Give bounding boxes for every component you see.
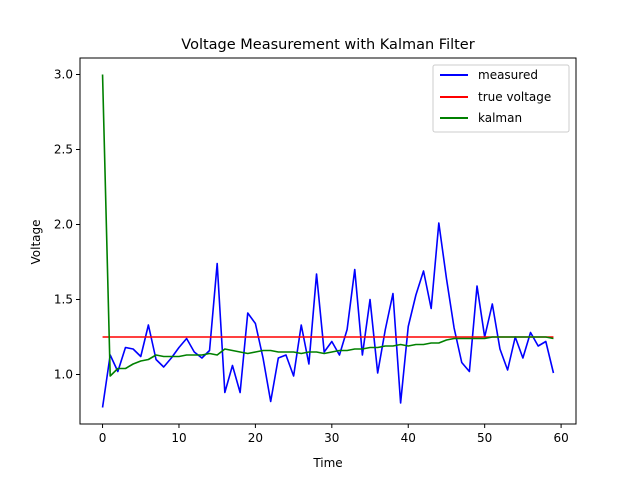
x-tick-label: 30 [324, 431, 339, 445]
series-line-kalman [101, 74, 554, 377]
plot-lines [101, 74, 555, 408]
legend-label-measured: measured [478, 68, 538, 82]
y-axis-label: Voltage [29, 219, 43, 264]
chart-title: Voltage Measurement with Kalman Filter [181, 37, 474, 53]
series-line-measured [101, 222, 555, 408]
x-axis-label: Time [312, 456, 342, 470]
legend-box [432, 64, 570, 133]
y-tick-label: 1.5 [54, 293, 73, 307]
x-tick-label: 60 [553, 431, 568, 445]
legend-label-true-voltage: true voltage [478, 90, 551, 104]
legend-label-kalman: kalman [478, 111, 522, 125]
x-tick-label: 50 [477, 431, 492, 445]
x-tick-label: 0 [99, 431, 107, 445]
y-tick-label: 2.0 [54, 218, 73, 232]
y-tick-label: 3.0 [54, 68, 73, 82]
x-tick-label: 20 [248, 431, 263, 445]
plot-frame [79, 57, 577, 425]
legend: measured true voltage kalman [432, 64, 570, 133]
axis-ticks: 0 10 20 30 40 50 60 1.0 1.5 2.0 2.5 3.0 [54, 68, 569, 446]
x-tick-label: 40 [401, 431, 416, 445]
y-tick-label: 2.5 [54, 143, 73, 157]
y-tick-label: 1.0 [54, 368, 73, 382]
x-tick-label: 10 [171, 431, 186, 445]
